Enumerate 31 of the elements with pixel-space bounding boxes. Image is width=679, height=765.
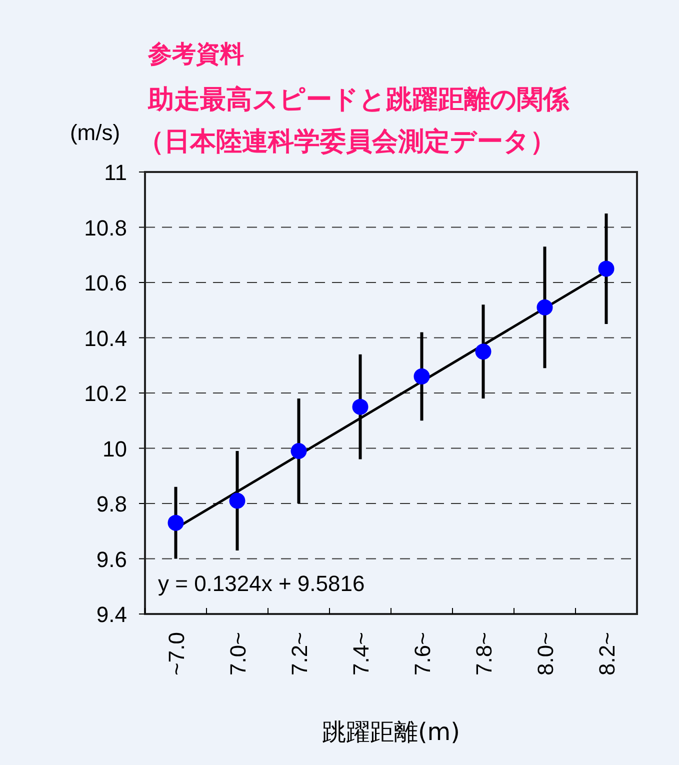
y-tick-label: 10.4	[84, 326, 127, 351]
y-tick-label: 10	[102, 436, 127, 462]
point	[475, 344, 492, 360]
point	[352, 398, 368, 415]
y-tick-label: 10.8	[84, 215, 127, 240]
point	[229, 492, 246, 509]
x-tick-label: 7.2~	[286, 632, 312, 676]
y-tick-label: 9.6	[96, 546, 127, 572]
y-tick-label: 11	[104, 160, 127, 185]
point	[598, 260, 614, 277]
x-axis-title: 跳躍距離(m)	[322, 718, 460, 746]
x-tick-label: 7.4~	[348, 632, 374, 676]
y-tick-label: 10.2	[84, 381, 127, 406]
y-tick-label: 9.8	[96, 492, 127, 516]
point	[414, 368, 430, 384]
y-tick-label: 9.4	[96, 602, 127, 627]
x-tick-label: 7.6~	[410, 632, 435, 676]
x-tick-label: 7.0~	[225, 632, 250, 676]
text: 参考資料	[147, 40, 244, 68]
point	[168, 514, 184, 531]
annotation: y = 0.1324x + 9.5816	[158, 571, 365, 596]
y-tick-label: 10.6	[84, 270, 127, 296]
x-tick-label: 8.2~	[594, 632, 620, 676]
y-axis-title: (m/s)	[70, 120, 120, 145]
x-tick-label: 8.0~	[532, 632, 558, 676]
x-tick-label: 7.8~	[471, 632, 496, 676]
chart-subtitle: （日本陸連科学委員会測定データ）	[138, 127, 556, 157]
point	[290, 443, 307, 460]
chart-title: 助走最高スピードと跳躍距離の関係	[147, 85, 570, 115]
x-tick-label: ~7.0	[164, 632, 189, 676]
point	[536, 299, 553, 316]
